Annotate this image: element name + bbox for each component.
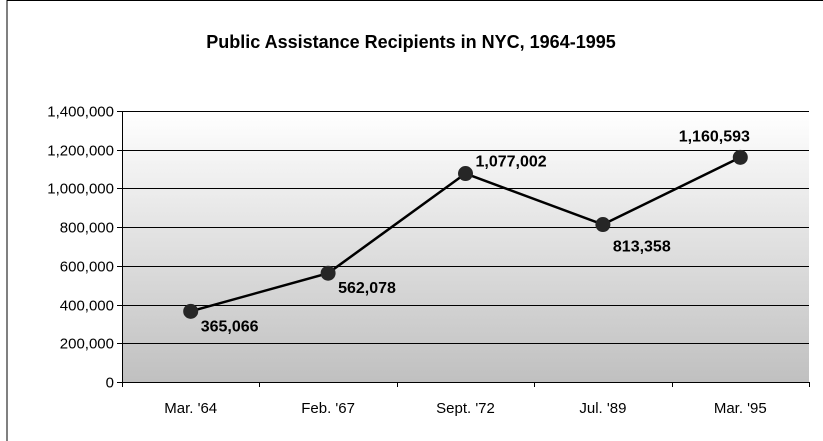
- x-tick-label: Jul. '89: [579, 400, 626, 417]
- y-tick-label: 200,000: [60, 336, 114, 353]
- data-point-marker: [732, 149, 748, 165]
- plot-area: [122, 111, 809, 382]
- gridlines: [122, 111, 809, 344]
- y-axis-tick-labels: 0 200,000 400,000 600,000 800,000 1,000,000 1,…: [47, 104, 114, 392]
- data-point-marker: [183, 303, 199, 319]
- y-tick-label: 1,000,000: [47, 181, 114, 198]
- data-label: 1,160,593: [679, 128, 750, 145]
- y-tick-label: 600,000: [60, 259, 114, 276]
- y-tick-label: 0: [106, 375, 114, 392]
- y-tick-label: 400,000: [60, 298, 114, 315]
- x-tick-label: Mar. '64: [164, 400, 217, 417]
- axes: [117, 111, 810, 387]
- data-labels-group: 365,066 562,078 1,077,002 813,358 1,160,593: [201, 128, 750, 335]
- x-tick-label: Sept. '72: [436, 400, 495, 417]
- data-label: 562,078: [338, 280, 396, 297]
- x-tick-label: Feb. '67: [301, 400, 355, 417]
- x-tick-label: Mar. '95: [714, 400, 767, 417]
- y-tick-label: 1,400,000: [47, 104, 114, 121]
- chart-title: Public Assistance Recipients in NYC, 196…: [206, 32, 616, 52]
- data-point-marker: [595, 217, 611, 233]
- data-point-marker: [320, 265, 336, 281]
- x-axis-tick-labels: Mar. '64 Feb. '67 Sept. '72 Jul. '89 Mar. '9…: [164, 400, 766, 417]
- data-label: 1,077,002: [476, 154, 547, 171]
- series-group: [183, 149, 748, 319]
- data-label: 365,066: [201, 318, 259, 335]
- data-point-marker: [458, 166, 473, 182]
- data-label: 813,358: [613, 239, 671, 256]
- y-tick-label: 1,200,000: [47, 143, 114, 160]
- y-tick-label: 800,000: [60, 220, 114, 237]
